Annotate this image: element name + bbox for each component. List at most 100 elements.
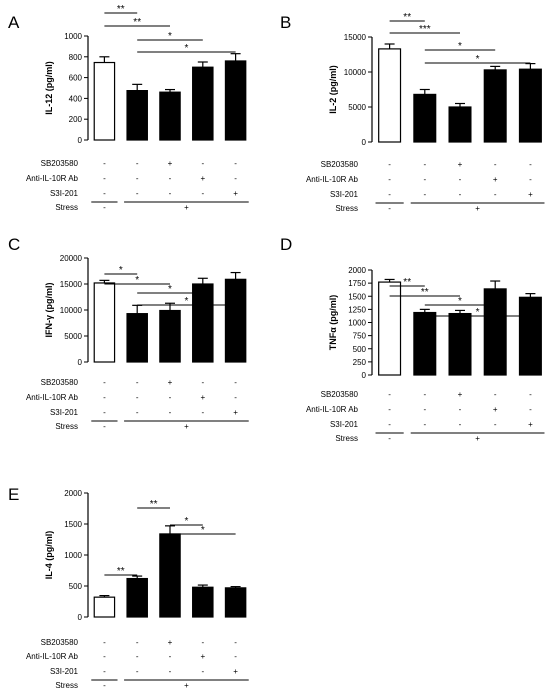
treatment-sign: - xyxy=(423,405,426,414)
y-tick-label: 10000 xyxy=(60,306,83,315)
treatment-sign: - xyxy=(529,175,532,184)
treatment-sign: - xyxy=(234,393,237,402)
bar xyxy=(159,533,181,618)
bar xyxy=(93,596,116,618)
bar xyxy=(159,91,181,141)
y-tick-label: 800 xyxy=(69,53,83,62)
treatment-sign: - xyxy=(234,159,237,168)
treatment-sign: - xyxy=(201,638,204,647)
treatment-sign: - xyxy=(136,159,139,168)
y-tick-label: 400 xyxy=(69,94,83,103)
treatment-sign: + xyxy=(184,681,189,690)
significance-label: * xyxy=(458,41,462,52)
treatment-sign: - xyxy=(103,378,106,387)
treatment-sign: - xyxy=(103,189,106,198)
treatment-sign: - xyxy=(388,405,391,414)
bar xyxy=(518,68,542,143)
treatment-sign: - xyxy=(103,408,106,417)
y-tick-label: 1750 xyxy=(348,279,366,288)
y-axis-label: IL-12 (pg/ml) xyxy=(44,61,54,115)
y-tick-label: 0 xyxy=(78,613,83,622)
y-tick-label: 2000 xyxy=(64,489,82,498)
treatment-sign: - xyxy=(136,378,139,387)
treatment-label: Stress xyxy=(55,681,78,690)
treatment-label: S3I-201 xyxy=(50,667,79,676)
treatment-label: Anti-IL-10R Ab xyxy=(306,175,359,184)
treatment-sign: + xyxy=(168,378,173,387)
treatment-sign: + xyxy=(493,405,498,414)
bar xyxy=(413,311,437,376)
treatment-sign: - xyxy=(388,204,391,213)
treatment-sign: - xyxy=(388,390,391,399)
significance-label: * xyxy=(184,296,188,307)
treatment-sign: - xyxy=(201,378,204,387)
treatment-sign: + xyxy=(528,190,533,199)
treatment-sign: + xyxy=(493,175,498,184)
bar xyxy=(192,66,214,141)
treatment-sign: - xyxy=(136,393,139,402)
treatment-label: Anti-IL-10R Ab xyxy=(26,393,79,402)
y-axis-label: IFN-γ (pg/ml) xyxy=(44,283,54,338)
bar xyxy=(126,313,148,363)
treatment-sign: + xyxy=(168,159,173,168)
treatment-sign: - xyxy=(459,405,462,414)
panel-letter: C xyxy=(8,235,20,254)
treatment-label: SB203580 xyxy=(41,159,79,168)
y-tick-label: 1250 xyxy=(348,305,366,314)
treatment-sign: - xyxy=(388,175,391,184)
significance-label: *** xyxy=(419,24,431,35)
bar xyxy=(483,288,507,376)
treatment-sign: + xyxy=(184,203,189,212)
bar xyxy=(448,312,472,376)
significance-label: ** xyxy=(133,17,141,28)
significance-label: * xyxy=(168,31,172,42)
treatment-sign: - xyxy=(103,681,106,690)
treatment-sign: - xyxy=(388,420,391,429)
treatment-label: Anti-IL-10R Ab xyxy=(26,652,79,661)
significance-label: ** xyxy=(150,499,158,510)
bar xyxy=(93,61,116,141)
treatment-sign: - xyxy=(201,667,204,676)
treatment-label: Anti-IL-10R Ab xyxy=(306,405,359,414)
significance-label: * xyxy=(201,525,205,536)
treatment-label: Stress xyxy=(335,204,358,213)
y-tick-label: 500 xyxy=(353,345,367,354)
treatment-sign: - xyxy=(494,420,497,429)
y-tick-label: 5000 xyxy=(348,103,366,112)
bar xyxy=(192,283,214,363)
treatment-sign: - xyxy=(136,652,139,661)
treatment-label: S3I-201 xyxy=(50,189,79,198)
treatment-label: S3I-201 xyxy=(330,190,359,199)
treatment-sign: - xyxy=(103,422,106,431)
y-tick-label: 1000 xyxy=(64,551,82,560)
y-tick-label: 5000 xyxy=(64,332,82,341)
treatment-sign: - xyxy=(169,667,172,676)
treatment-sign: - xyxy=(234,652,237,661)
treatment-sign: + xyxy=(475,204,480,213)
y-tick-label: 1500 xyxy=(64,520,82,529)
y-tick-label: 1000 xyxy=(64,32,82,41)
treatment-sign: - xyxy=(103,159,106,168)
treatment-sign: - xyxy=(423,160,426,169)
y-tick-label: 0 xyxy=(78,136,83,145)
significance-label: * xyxy=(119,265,123,276)
treatment-sign: - xyxy=(423,420,426,429)
bar xyxy=(93,282,116,363)
treatment-sign: + xyxy=(184,422,189,431)
significance-label: ** xyxy=(403,277,411,288)
significance-label: * xyxy=(458,296,462,307)
treatment-sign: - xyxy=(169,174,172,183)
treatment-sign: - xyxy=(103,638,106,647)
treatment-sign: - xyxy=(136,408,139,417)
bar xyxy=(224,60,247,141)
treatment-sign: - xyxy=(529,405,532,414)
treatment-sign: - xyxy=(388,160,391,169)
significance-label: ** xyxy=(421,287,429,298)
treatment-sign: - xyxy=(169,408,172,417)
y-axis-label: IL-4 (pg/ml) xyxy=(44,531,54,580)
y-tick-label: 600 xyxy=(69,74,83,83)
bar xyxy=(224,587,247,618)
treatment-sign: - xyxy=(169,393,172,402)
